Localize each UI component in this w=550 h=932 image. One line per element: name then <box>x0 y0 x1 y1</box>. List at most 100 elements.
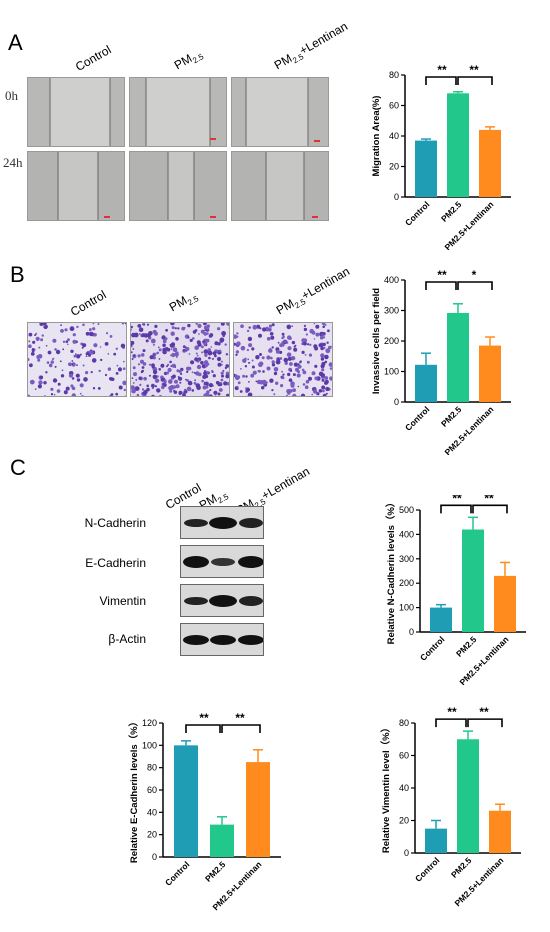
significance-bracket <box>425 76 457 85</box>
cell-dot <box>214 354 217 358</box>
cell-dot <box>174 327 177 330</box>
cell-dot <box>284 361 288 365</box>
cell-dot <box>290 381 295 386</box>
cell-dot <box>142 362 147 366</box>
cell-dot <box>39 375 44 379</box>
cell-dot <box>45 371 48 374</box>
cell-dot <box>143 376 147 381</box>
cell-dot <box>71 377 75 380</box>
col-label-control-a: Control <box>73 42 114 74</box>
cell-dot <box>82 343 87 348</box>
cell-dot <box>201 379 204 383</box>
cell-dot <box>178 369 182 373</box>
cell-dot <box>43 381 47 385</box>
cell-dot <box>110 393 114 396</box>
cell-dot <box>104 373 108 377</box>
cell-dot <box>200 360 204 365</box>
cell-dot <box>71 362 76 367</box>
significance-bracket <box>435 718 467 728</box>
cell-dot <box>211 357 215 361</box>
cell-dot <box>324 324 327 326</box>
y-tick-label: 60 <box>389 101 399 111</box>
cell-dot <box>295 367 299 372</box>
cell-dot <box>242 374 246 378</box>
cell-dot <box>158 346 160 349</box>
x-tick-label: PM2.5 <box>439 404 464 429</box>
cell-dot <box>79 353 82 356</box>
cell-dot <box>162 339 167 344</box>
cell-dot <box>312 389 318 394</box>
significance-label: ** <box>484 495 494 505</box>
cell-dot <box>107 353 110 355</box>
cell-dot <box>28 340 31 343</box>
y-axis-label: Invassive cells per field <box>371 288 382 394</box>
cell-dot <box>52 378 58 383</box>
cell-dot <box>285 341 289 344</box>
cell-dot <box>65 386 70 391</box>
cell-dot <box>315 332 320 337</box>
significance-bracket <box>457 281 493 290</box>
cell-dot <box>324 360 328 364</box>
transwell-image-control <box>27 322 127 397</box>
y-tick-label: 100 <box>142 740 157 750</box>
scratch-image-pm-0h <box>129 77 227 147</box>
cell-dot <box>207 350 213 356</box>
cell-dot <box>196 385 201 390</box>
cell-dot <box>28 394 31 396</box>
cell-dot <box>191 389 195 392</box>
cell-dot <box>229 393 230 395</box>
cell-dot <box>293 347 298 352</box>
time-label-24h: 24h <box>3 155 23 170</box>
cell-dot <box>133 382 135 384</box>
cell-dot <box>89 329 91 332</box>
cell-dot <box>89 350 94 355</box>
cell-dot <box>143 333 149 338</box>
cell-dot <box>131 385 135 390</box>
cell-dot <box>219 337 225 343</box>
cell-dot <box>213 390 218 395</box>
cell-dot <box>271 323 275 327</box>
cell-dot <box>153 352 157 356</box>
cell-dot <box>292 393 297 396</box>
wb-label-ncad: N-Cadherin <box>84 516 146 530</box>
cell-dot <box>131 325 133 329</box>
cell-dot <box>107 367 112 371</box>
cell-dot <box>122 380 126 386</box>
bar-1 <box>210 824 234 857</box>
scratch-image-control-0h <box>27 77 125 147</box>
cell-dot <box>205 392 209 396</box>
cell-dot <box>136 393 140 396</box>
cell-dot <box>195 323 198 325</box>
y-tick-label: 80 <box>399 718 409 728</box>
cell-dot <box>153 331 158 336</box>
panel-b-label: B <box>10 262 25 287</box>
cell-dot <box>149 374 151 377</box>
cell-dot <box>131 388 136 394</box>
cell-dot <box>149 355 154 360</box>
cell-dot <box>76 378 81 382</box>
cell-dot <box>53 393 56 396</box>
cell-dot <box>237 381 241 385</box>
x-tick-label: PM2.5 <box>449 855 474 880</box>
cell-dot <box>191 371 194 374</box>
y-tick-label: 400 <box>399 529 414 539</box>
cell-dot <box>56 389 61 393</box>
cell-dot <box>234 334 237 338</box>
cell-dot <box>217 362 222 367</box>
cell-dot <box>316 392 320 396</box>
significance-bracket <box>185 724 221 733</box>
cell-dot <box>79 383 84 388</box>
cell-dot <box>257 369 260 373</box>
cell-dot <box>170 348 173 350</box>
bar-2 <box>246 762 270 857</box>
cell-dot <box>195 352 198 355</box>
y-tick-label: 0 <box>404 848 409 858</box>
cell-dot <box>297 363 300 366</box>
cell-dot <box>138 376 142 380</box>
cell-dot <box>324 380 328 385</box>
cell-dot <box>166 365 168 368</box>
cell-dot <box>306 360 310 364</box>
cell-dot <box>304 385 309 389</box>
